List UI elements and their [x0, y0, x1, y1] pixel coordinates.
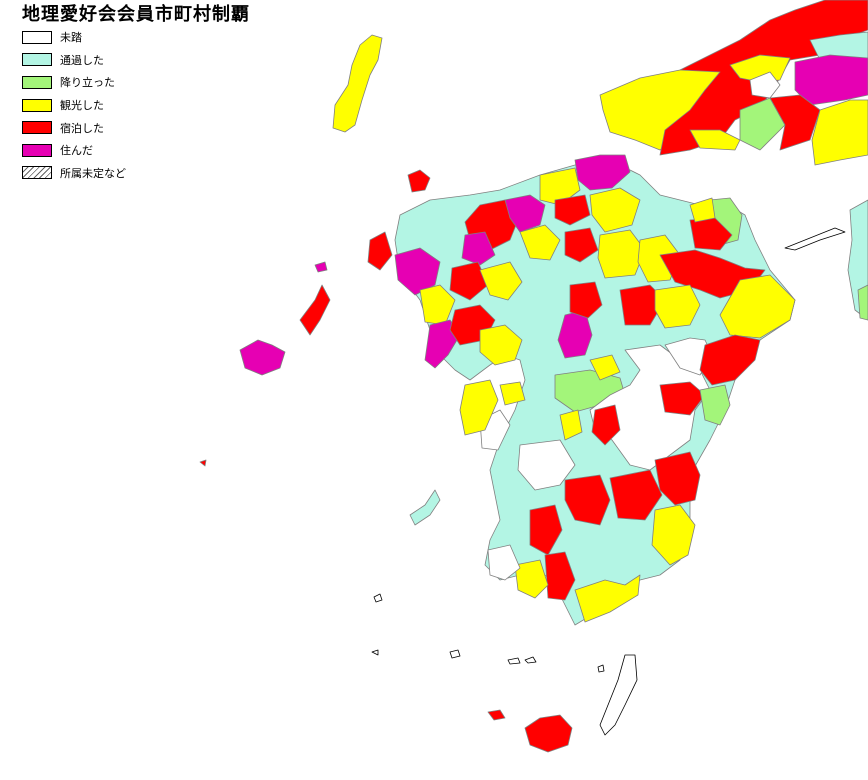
legend-label: 宿泊した	[60, 121, 104, 135]
legend-swatch-stayed	[22, 121, 52, 135]
region-chugoku-landed	[739, 97, 786, 151]
region-koshiki	[409, 489, 441, 526]
region-fukuoka-red-3	[564, 227, 599, 263]
region-kirishima-red	[564, 474, 611, 526]
region-goto-north	[299, 284, 331, 336]
region-amakusa-yellow	[459, 379, 499, 436]
region-fukuoka-yellow-3	[519, 224, 561, 261]
legend-item-unassigned: 所属未定など	[22, 162, 126, 185]
legend-swatch-unassigned	[22, 166, 52, 180]
region-tsushima	[332, 34, 383, 133]
legend-swatch-not-visited	[22, 30, 52, 44]
region-goto-south	[239, 339, 286, 376]
region-kagoshima-yellow	[514, 559, 549, 599]
region-kumamoto-yellow-2	[559, 409, 583, 441]
region-kuchinoerabu	[487, 709, 506, 721]
legend-label: 所属未定など	[60, 166, 126, 180]
legend-swatch-sightseeing	[22, 98, 52, 112]
region-hyuga-landed	[699, 384, 731, 426]
region-fukuoka-yellow-4	[597, 229, 646, 279]
region-fukuoka-red-2	[554, 194, 591, 226]
region-kumamoto-red	[569, 281, 603, 319]
region-islet-5	[373, 593, 383, 603]
map-title: 地理愛好会会員市町村制覇	[22, 4, 250, 25]
legend-item-passed: 通過した	[22, 49, 126, 72]
region-kumamoto-red-2	[591, 404, 621, 446]
region-tanegashima	[599, 654, 638, 736]
region-hirado	[367, 231, 393, 271]
region-osumi-yellow	[574, 574, 641, 623]
region-oita-north-yellow	[689, 197, 716, 223]
legend-label: 観光した	[60, 99, 104, 113]
legend-swatch-lived	[22, 143, 52, 157]
region-chugoku-white	[749, 71, 781, 99]
legend-item-landed: 降り立った	[22, 71, 126, 94]
region-satsuma-white	[487, 544, 521, 581]
region-kagoshima-red-2	[544, 551, 576, 601]
region-saga-lived	[461, 231, 496, 266]
legend-item-lived: 住んだ	[22, 139, 126, 162]
legend-swatch-passed	[22, 53, 52, 67]
legend-swatch-landed	[22, 75, 52, 89]
region-chugoku-east-yellow	[811, 99, 868, 166]
region-chugoku-yellow	[729, 54, 791, 83]
region-fukuoka-lived	[504, 194, 546, 233]
legend-item-not-visited: 未踏	[22, 26, 126, 49]
legend-label: 通過した	[60, 53, 104, 67]
region-islet-7	[199, 459, 207, 467]
region-islet-1	[449, 649, 461, 659]
region-islet-2	[507, 657, 521, 665]
region-islet-3	[524, 656, 537, 664]
region-yakushima	[524, 714, 573, 753]
region-kobayashi-red	[609, 469, 663, 521]
region-islet-4	[597, 664, 605, 673]
region-nobeoka-red-2	[659, 381, 706, 416]
region-miyazaki-yellow	[651, 504, 696, 566]
region-kuma-unvisited	[517, 439, 576, 491]
region-chugoku-red-2	[769, 94, 821, 151]
region-kagoshima-red	[529, 504, 563, 556]
region-goto-small	[314, 261, 328, 273]
legend-label: 未踏	[60, 31, 82, 45]
region-islet-6	[371, 649, 379, 656]
region-sadamisaki	[784, 227, 846, 251]
legend-label: 住んだ	[60, 144, 93, 158]
legend: 未踏 通過した 降り立った 観光した 宿泊した 住んだ 所属未定など	[22, 26, 126, 184]
region-saga-yellow	[479, 261, 523, 301]
region-nagasaki-lived-1	[394, 247, 441, 296]
region-nagasaki-yellow	[419, 284, 456, 326]
region-kitakyushu	[574, 154, 631, 191]
region-oita-yellow	[654, 284, 701, 329]
region-kumamoto-yellow	[589, 354, 621, 381]
region-chugoku-yellow-2	[689, 129, 741, 151]
region-oita-yellow-east	[719, 274, 796, 339]
region-saga-red	[449, 261, 489, 301]
region-shikoku-landed	[857, 284, 868, 321]
region-fukuoka-yellow-2	[589, 187, 641, 233]
legend-item-stayed: 宿泊した	[22, 116, 126, 139]
legend-item-sightseeing: 観光した	[22, 94, 126, 117]
region-amakusa-yellow-2	[499, 381, 526, 406]
legend-label: 降り立った	[60, 76, 115, 90]
region-iki	[407, 169, 431, 193]
region-shimabara-yellow	[479, 324, 523, 366]
region-nobeoka-red	[699, 334, 761, 386]
region-chugoku-lived	[794, 54, 868, 106]
